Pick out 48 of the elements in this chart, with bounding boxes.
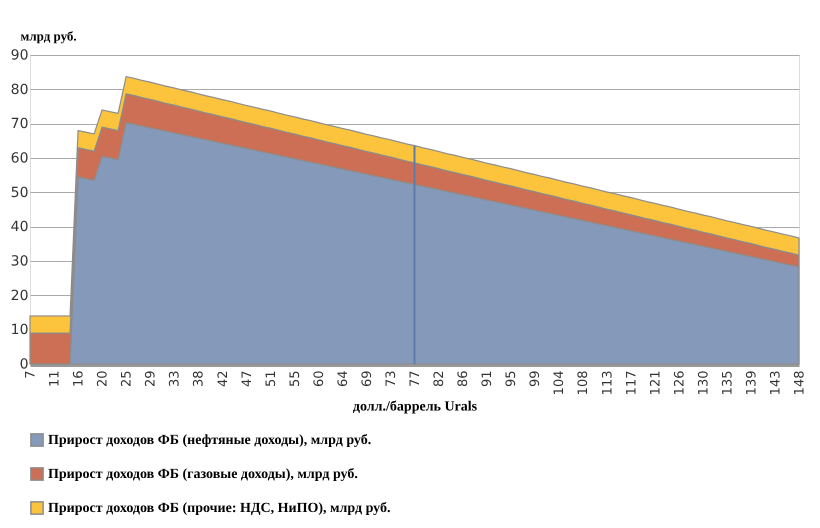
- x-tick-label: 7: [24, 370, 38, 379]
- y-tick-label: 90: [10, 48, 28, 64]
- x-tick-label: 143: [768, 370, 784, 396]
- x-tick-label: 38: [192, 370, 207, 388]
- legend-label: Прирост доходов ФБ (прочие: НДС, НиПО), млрд руб.: [48, 501, 391, 516]
- x-tick-label: 95: [504, 370, 520, 388]
- x-tick-label: 99: [528, 370, 544, 388]
- x-tick-label: 113: [600, 370, 616, 396]
- x-axis-title: долл./баррель Urals: [352, 399, 478, 414]
- x-tick-label: 42: [216, 370, 231, 388]
- x-tick-label: 139: [744, 370, 760, 396]
- x-tick-label: 121: [648, 370, 664, 396]
- y-tick-label: 70: [10, 116, 28, 132]
- x-tick-label: 55: [288, 370, 303, 388]
- x-tick-label: 11: [48, 370, 63, 388]
- x-tick-label: 148: [792, 370, 808, 396]
- legend-label: Прирост доходов ФБ (нефтяные доходы), млрд руб.: [48, 433, 372, 448]
- x-tick-label: 104: [552, 370, 568, 396]
- y-tick-label: 60: [10, 150, 28, 166]
- y-tick-label: 20: [10, 288, 28, 304]
- y-tick-label: 0: [20, 356, 28, 372]
- x-tick-label: 20: [96, 370, 111, 388]
- x-tick-label: 33: [168, 370, 183, 388]
- x-tick-label: 117: [624, 370, 640, 396]
- x-tick-label: 91: [480, 370, 496, 388]
- legend-label: Прирост доходов ФБ (газовые доходы), млрд руб.: [48, 467, 358, 482]
- y-tick-label: 30: [10, 254, 28, 270]
- y-tick-label: 10: [10, 322, 28, 338]
- x-tick-label: 73: [384, 370, 399, 388]
- y-axis-title: млрд руб.: [20, 28, 77, 44]
- x-tick-label: 29: [144, 370, 159, 388]
- x-tick-label: 51: [264, 370, 279, 388]
- x-tick-label: 47: [240, 370, 255, 388]
- y-tick-label: 50: [10, 184, 28, 201]
- x-tick-label: 60: [312, 370, 327, 388]
- x-tick-label: 77: [408, 370, 423, 388]
- x-tick-label: 86: [456, 370, 472, 388]
- x-tick-label: 108: [576, 370, 592, 396]
- x-tick-label: 64: [336, 370, 351, 388]
- x-tick-label: 126: [672, 370, 688, 396]
- x-tick-label: 25: [120, 370, 135, 388]
- x-tick-label: 69: [360, 370, 375, 388]
- x-tick-label: 82: [432, 370, 448, 388]
- y-tick-label: 80: [10, 82, 28, 98]
- x-tick-label: 135: [720, 370, 736, 396]
- y-tick-label: 40: [10, 219, 28, 236]
- x-tick-label: 130: [696, 370, 712, 396]
- x-tick-label: 16: [72, 370, 87, 388]
